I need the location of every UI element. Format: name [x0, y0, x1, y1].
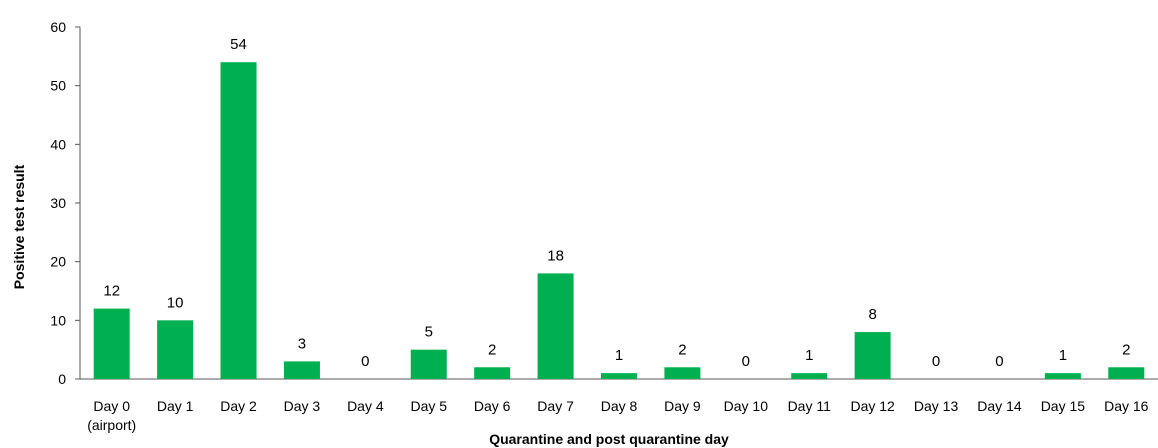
bar	[220, 62, 257, 379]
bar	[1108, 367, 1145, 379]
data-label: 10	[167, 294, 184, 311]
x-tick-label: Day 15	[1041, 398, 1086, 414]
data-label: 0	[361, 353, 369, 370]
x-tick-label: Day 1	[157, 398, 194, 414]
data-label: 5	[425, 324, 433, 341]
x-axis-title: Quarantine and post quarantine day	[489, 431, 729, 447]
data-label: 1	[1059, 347, 1067, 364]
bar-series	[93, 62, 1145, 379]
y-axis: 0 10 20 30 40 50 60	[50, 19, 81, 387]
x-tick-label: Day 7	[537, 398, 574, 414]
bar	[474, 367, 511, 379]
data-label: 2	[488, 341, 496, 358]
x-tick-label: Day 12	[850, 398, 895, 414]
data-label: 8	[868, 306, 876, 323]
data-label: 2	[1122, 341, 1130, 358]
bar	[157, 320, 194, 379]
bar	[537, 273, 574, 379]
data-label: 0	[995, 353, 1003, 370]
y-tick-label: 0	[58, 371, 66, 387]
bar	[791, 373, 828, 379]
bar	[854, 332, 891, 379]
data-label: 18	[547, 247, 564, 264]
data-label: 1	[615, 347, 623, 364]
x-tick-label: Day 13	[914, 398, 959, 414]
y-tick-label: 40	[50, 136, 66, 152]
data-label: 2	[678, 341, 686, 358]
bar	[93, 308, 130, 379]
bar	[283, 361, 320, 379]
x-tick-label: Day 3	[284, 398, 321, 414]
bar	[410, 349, 447, 379]
x-tick-label: Day 10	[724, 398, 769, 414]
data-label: 1	[805, 347, 813, 364]
y-tick-label: 20	[50, 254, 66, 270]
bar	[664, 367, 701, 379]
x-tick-label: Day 9	[664, 398, 701, 414]
data-label: 54	[230, 36, 247, 53]
x-tick-label: Day 16	[1104, 398, 1149, 414]
y-tick-label: 30	[50, 195, 66, 211]
x-tick-label: Day 4	[347, 398, 384, 414]
bar	[1044, 373, 1081, 379]
x-tick-label: Day 6	[474, 398, 511, 414]
x-axis: Day 0 (airport) Day 1 Day 2 Day 3 Day 4 Day 5 D…	[80, 378, 1158, 433]
x-tick-label: Day 11	[788, 398, 832, 414]
x-tick-label: Day 0 (airport)	[87, 398, 136, 433]
data-label: 12	[103, 283, 120, 300]
y-tick-label: 10	[50, 312, 66, 328]
x-tick-label: Day 2	[220, 398, 257, 414]
x-tick-label: Day 14	[977, 398, 1022, 414]
data-label: 3	[298, 335, 306, 352]
data-label: 0	[932, 353, 940, 370]
y-tick-label: 50	[50, 78, 66, 94]
y-axis-title: Positive test result	[11, 164, 27, 289]
y-tick-label: 60	[50, 19, 66, 35]
bar	[601, 373, 637, 379]
x-tick-label: Day 5	[410, 398, 447, 414]
data-label: 0	[742, 353, 750, 370]
x-tick-label: Day 8	[601, 398, 638, 414]
